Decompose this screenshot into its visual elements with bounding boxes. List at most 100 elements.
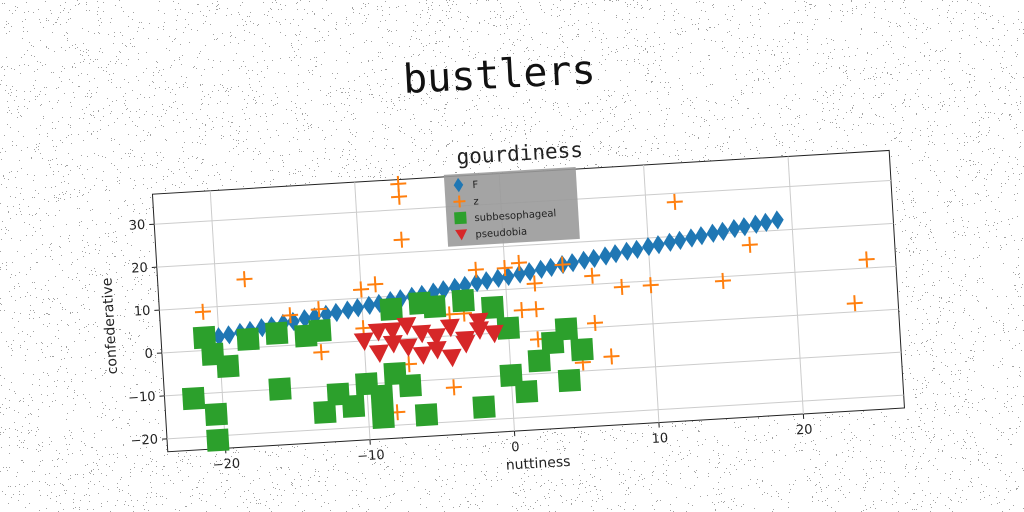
point-triangle-down bbox=[468, 312, 489, 332]
point-triangle-down bbox=[483, 324, 504, 344]
y-tick-label: 30 bbox=[128, 218, 145, 234]
y-gridline bbox=[156, 222, 894, 268]
point-diamond bbox=[523, 262, 537, 282]
point-square bbox=[371, 405, 395, 430]
point-diamond bbox=[341, 300, 355, 320]
data-marks bbox=[181, 175, 875, 452]
point-diamond bbox=[544, 257, 558, 278]
point-square bbox=[414, 403, 439, 427]
point-diamond bbox=[480, 271, 494, 291]
point-plus bbox=[313, 344, 330, 361]
point-square bbox=[451, 289, 475, 313]
x-tick-label: 10 bbox=[651, 431, 668, 447]
point-plus bbox=[586, 314, 604, 332]
point-plus bbox=[353, 281, 370, 298]
tick-labels: −20 −10 0 10 20 −20 −10 0 10 20 30 bbox=[128, 218, 813, 473]
point-square bbox=[181, 386, 206, 411]
point-triangle-down bbox=[455, 334, 476, 354]
legend-marker bbox=[454, 211, 467, 225]
point-diamond bbox=[737, 217, 751, 237]
point-plus bbox=[528, 301, 545, 318]
point-diamond bbox=[673, 230, 687, 250]
point-diamond bbox=[609, 244, 622, 264]
point-plus bbox=[310, 301, 327, 318]
point-diamond bbox=[749, 214, 763, 234]
point-square bbox=[472, 395, 496, 419]
point-triangle-down bbox=[441, 348, 462, 368]
point-plus bbox=[194, 303, 211, 320]
point-diamond bbox=[663, 232, 677, 252]
y-tick-label: 20 bbox=[131, 261, 148, 277]
legend-label: subbesophageal bbox=[474, 208, 556, 224]
point-diamond bbox=[642, 236, 655, 257]
point-plus bbox=[445, 379, 462, 396]
y-gridline bbox=[159, 265, 897, 311]
point-plus bbox=[846, 295, 863, 312]
point-plus bbox=[467, 261, 484, 278]
point-plus bbox=[391, 188, 408, 205]
point-diamond bbox=[437, 280, 451, 300]
point-triangle-down bbox=[397, 338, 418, 357]
point-square bbox=[496, 316, 520, 340]
point-square bbox=[398, 374, 422, 398]
legend-marker bbox=[453, 195, 466, 208]
point-square bbox=[204, 402, 228, 427]
y-gridline bbox=[161, 308, 899, 354]
chart-title: gourdiness bbox=[456, 138, 584, 169]
point-diamond bbox=[727, 218, 741, 239]
point-diamond bbox=[685, 228, 698, 248]
point-diamond bbox=[491, 268, 505, 288]
point-diamond bbox=[255, 318, 269, 338]
point-diamond bbox=[599, 246, 612, 266]
grid bbox=[149, 156, 904, 454]
x-tick-label: 0 bbox=[511, 440, 520, 455]
point-square bbox=[370, 384, 394, 408]
point-plus bbox=[613, 278, 630, 295]
point-plus bbox=[858, 251, 875, 268]
y-tick-label: −20 bbox=[130, 432, 158, 449]
point-square bbox=[499, 363, 523, 387]
point-plus bbox=[282, 307, 299, 324]
legend-label: z bbox=[473, 196, 479, 207]
point-square bbox=[265, 321, 289, 345]
point-diamond bbox=[534, 259, 548, 279]
point-plus bbox=[393, 231, 410, 248]
point-plus bbox=[603, 348, 620, 365]
y-tick-label: −10 bbox=[128, 389, 156, 406]
point-plus bbox=[741, 236, 758, 253]
y-gridline bbox=[166, 394, 904, 440]
point-square bbox=[379, 297, 403, 321]
point-square bbox=[236, 327, 260, 351]
point-square bbox=[313, 400, 337, 424]
point-plus bbox=[367, 276, 384, 293]
point-triangle-down bbox=[439, 318, 460, 338]
point-diamond bbox=[706, 223, 720, 243]
point-plus bbox=[714, 272, 732, 289]
point-diamond bbox=[351, 298, 365, 318]
point-plus bbox=[510, 254, 527, 271]
plot-area: −20 −10 0 10 20 −20 −10 0 10 20 30 gourdiness nutt… bbox=[99, 138, 905, 474]
point-square bbox=[206, 428, 230, 452]
x-gridline bbox=[643, 164, 660, 423]
point-triangle-down bbox=[382, 322, 403, 341]
legend-label: F bbox=[472, 180, 479, 191]
point-triangle-down bbox=[368, 344, 389, 363]
point-diamond bbox=[770, 210, 784, 230]
legend-label: pseudobia bbox=[475, 227, 527, 241]
x-tick-label: 20 bbox=[796, 422, 813, 438]
point-diamond bbox=[652, 235, 665, 255]
point-diamond bbox=[577, 250, 591, 270]
point-plus bbox=[236, 271, 253, 288]
point-square bbox=[527, 349, 551, 373]
point-triangle-down bbox=[353, 332, 374, 351]
point-diamond bbox=[212, 327, 226, 347]
x-tick-label: −20 bbox=[212, 456, 240, 473]
point-square bbox=[308, 319, 332, 343]
point-plus bbox=[526, 275, 543, 292]
point-diamond bbox=[759, 212, 773, 232]
point-diamond bbox=[566, 253, 579, 273]
x-tick-label: −10 bbox=[357, 448, 385, 465]
point-plus bbox=[496, 259, 513, 277]
point-square bbox=[422, 295, 447, 319]
